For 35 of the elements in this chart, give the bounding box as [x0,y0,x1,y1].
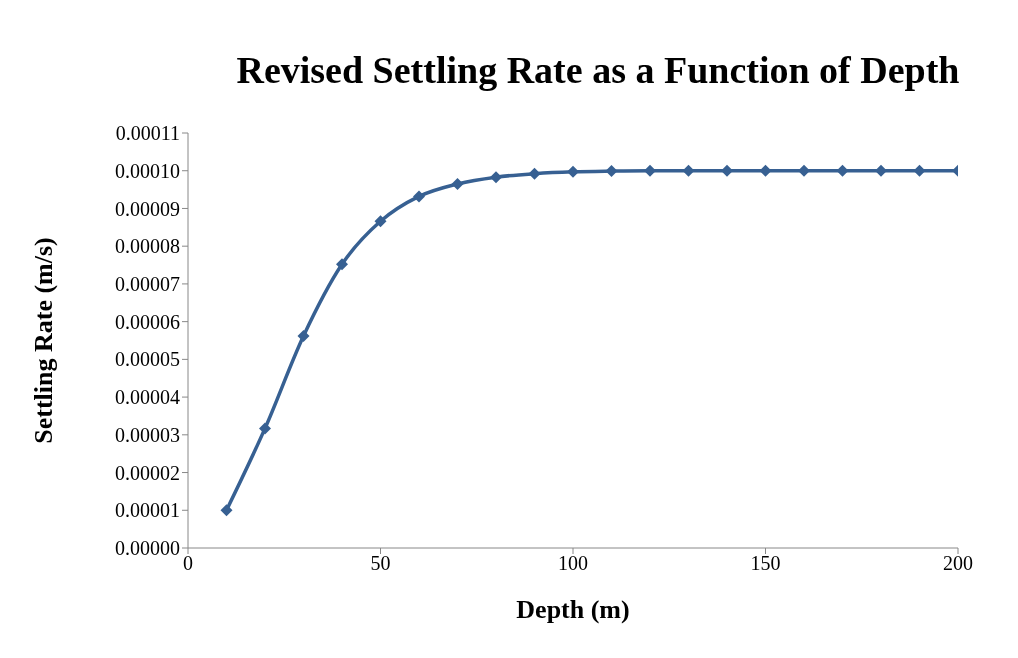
y-tick-label: 0.00001 [115,499,180,522]
point [413,190,425,203]
x-tick-label: 200 [943,552,973,575]
y-tick-label: 0.00011 [115,122,180,145]
point [567,165,579,178]
point [528,167,541,180]
x-tick-label: 150 [750,552,781,575]
x-axis-title: Depth (m) [516,595,630,624]
point [220,504,233,517]
y-tick-label: 0.00008 [115,235,180,258]
x-tick-label: 100 [558,552,588,575]
y-axis-title: Settling Rate (m/s) [29,237,59,444]
chart-title: Revised Settling Rate as a Function of Depth [235,48,961,92]
y-tick-label: 0.00007 [115,273,180,296]
point [798,164,810,177]
point [644,164,656,177]
point [259,422,271,435]
point [297,329,310,342]
point [875,164,887,177]
y-tick-label: 0.00009 [115,197,180,220]
point [605,165,618,178]
y-tick-label: 0.00000 [115,537,180,560]
x-tick-label: 0 [183,552,193,575]
point [374,215,387,228]
y-tick-label: 0.00005 [115,348,180,371]
y-tick-label: 0.00006 [115,310,180,333]
y-tick-label: 0.00010 [115,159,180,182]
point [451,177,464,190]
point [336,258,348,271]
y-tick-label: 0.00003 [115,423,180,446]
point [721,164,733,177]
y-tick-label: 0.00002 [115,461,180,484]
point [490,171,502,184]
y-tick-label: 0.00004 [115,386,180,409]
x-tick-label: 50 [370,552,391,575]
